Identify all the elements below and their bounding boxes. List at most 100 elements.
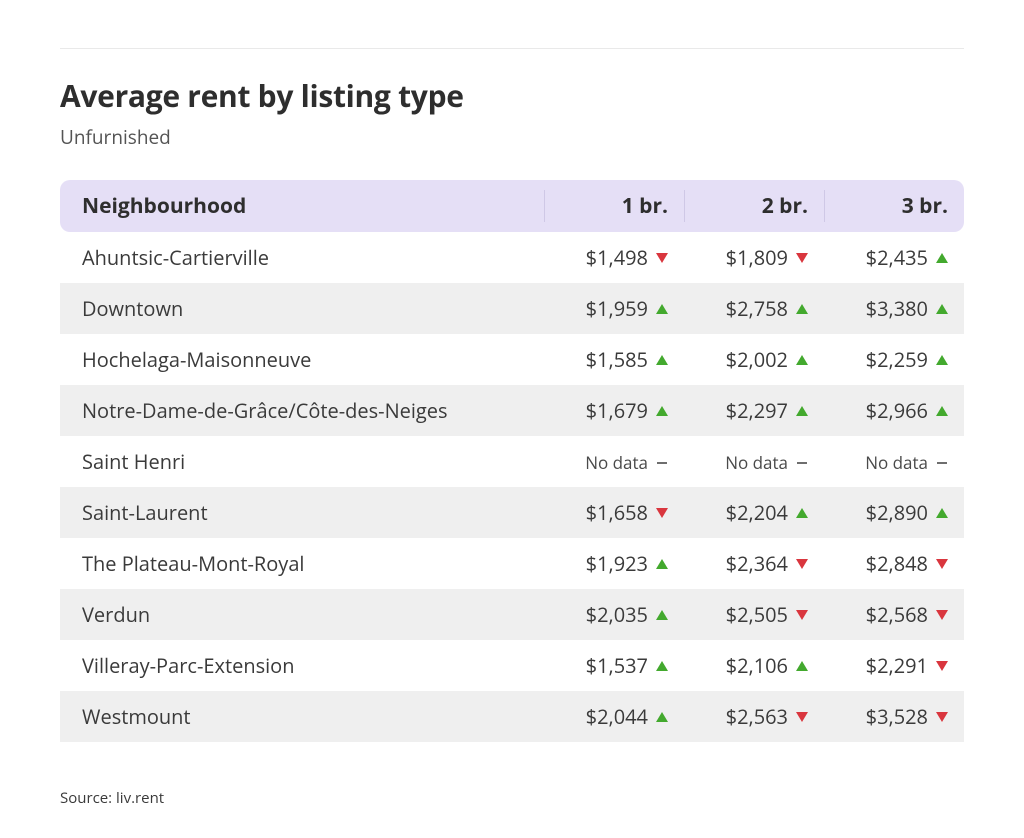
col-neighbourhood: Neighbourhood bbox=[60, 180, 544, 232]
table-row: The Plateau-Mont-Royal $1,923 $2,364 $2,848 bbox=[60, 538, 964, 589]
value-cell: $2,204 bbox=[684, 487, 824, 538]
trend-up-icon bbox=[656, 712, 668, 722]
table-row: Ahuntsic-Cartierville$1,498 $1,809 $2,435 bbox=[60, 232, 964, 283]
trend-up-icon bbox=[936, 355, 948, 365]
col-1br: 1 br. bbox=[544, 180, 684, 232]
rent-value: $1,658 bbox=[586, 499, 648, 526]
neighbourhood-cell: Ahuntsic-Cartierville bbox=[60, 232, 544, 283]
value-cell: $2,848 bbox=[824, 538, 964, 589]
table-header: Neighbourhood 1 br. 2 br. 3 br. bbox=[60, 180, 964, 232]
rent-table: Neighbourhood 1 br. 2 br. 3 br. Ahuntsic… bbox=[60, 180, 964, 742]
neighbourhood-cell: Villeray-Parc-Extension bbox=[60, 640, 544, 691]
trend-down-icon bbox=[796, 559, 808, 569]
neighbourhood-cell: Verdun bbox=[60, 589, 544, 640]
top-rule bbox=[60, 48, 964, 49]
trend-up-icon bbox=[796, 661, 808, 671]
value-cell: $1,658 bbox=[544, 487, 684, 538]
rent-value: $2,291 bbox=[866, 652, 928, 679]
source-label: Source: liv.rent bbox=[60, 788, 964, 808]
trend-up-icon bbox=[796, 508, 808, 518]
value-cell: $2,568 bbox=[824, 589, 964, 640]
table-row: Notre-Dame-de-Grâce/Côte-des-Neiges $1,67… bbox=[60, 385, 964, 436]
trend-down-icon bbox=[796, 253, 808, 263]
value-cell: $2,890 bbox=[824, 487, 964, 538]
value-cell: $2,291 bbox=[824, 640, 964, 691]
neighbourhood-cell: Saint Henri bbox=[60, 436, 544, 487]
table-row: Hochelaga-Maisonneuve$1,585$2,002$2,259 bbox=[60, 334, 964, 385]
rent-value: $2,568 bbox=[866, 601, 928, 628]
rent-value: $2,505 bbox=[726, 601, 788, 628]
value-cell: No data bbox=[544, 436, 684, 487]
trend-up-icon bbox=[656, 610, 668, 620]
rent-value: $2,035 bbox=[586, 601, 648, 628]
rent-value: $2,297 bbox=[726, 397, 788, 424]
trend-up-icon bbox=[656, 661, 668, 671]
rent-value: $1,959 bbox=[586, 295, 648, 322]
trend-up-icon bbox=[796, 355, 808, 365]
value-cell: $2,106 bbox=[684, 640, 824, 691]
neighbourhood-cell: Downtown bbox=[60, 283, 544, 334]
rent-value: $2,204 bbox=[726, 499, 788, 526]
value-cell: $1,923 bbox=[544, 538, 684, 589]
neighbourhood-cell: Saint-Laurent bbox=[60, 487, 544, 538]
value-cell: $2,035 bbox=[544, 589, 684, 640]
value-cell: $2,297 bbox=[684, 385, 824, 436]
rent-value: $2,966 bbox=[866, 397, 928, 424]
rent-value: $2,259 bbox=[866, 346, 928, 373]
rent-value: $2,563 bbox=[726, 703, 788, 730]
rent-value: $2,890 bbox=[866, 499, 928, 526]
trend-up-icon bbox=[936, 304, 948, 314]
trend-up-icon bbox=[796, 304, 808, 314]
trend-down-icon bbox=[936, 610, 948, 620]
neighbourhood-cell: The Plateau-Mont-Royal bbox=[60, 538, 544, 589]
value-cell: $1,809 bbox=[684, 232, 824, 283]
trend-down-icon bbox=[936, 559, 948, 569]
value-cell: $2,435 bbox=[824, 232, 964, 283]
table-row: Westmount $2,044 $2,563 $3,528 bbox=[60, 691, 964, 742]
value-cell: $2,364 bbox=[684, 538, 824, 589]
page-title: Average rent by listing type bbox=[60, 75, 964, 116]
value-cell: No data bbox=[684, 436, 824, 487]
trend-down-icon bbox=[656, 253, 668, 263]
trend-down-icon bbox=[936, 661, 948, 671]
rent-value: $3,380 bbox=[866, 295, 928, 322]
rent-value: $1,537 bbox=[586, 652, 648, 679]
rent-value: $2,435 bbox=[866, 244, 928, 271]
rent-value: $1,679 bbox=[586, 397, 648, 424]
value-cell: $3,528 bbox=[824, 691, 964, 742]
trend-up-icon bbox=[936, 406, 948, 416]
trend-up-icon bbox=[656, 304, 668, 314]
value-cell: $2,563 bbox=[684, 691, 824, 742]
table-row: Saint HenriNo dataNo dataNo data bbox=[60, 436, 964, 487]
rent-value: $2,044 bbox=[586, 703, 648, 730]
rent-value: $2,106 bbox=[726, 652, 788, 679]
page: Average rent by listing type Unfurnished… bbox=[0, 0, 1024, 838]
table-row: Verdun $2,035 $2,505 $2,568 bbox=[60, 589, 964, 640]
value-cell: $1,498 bbox=[544, 232, 684, 283]
neighbourhood-cell: Westmount bbox=[60, 691, 544, 742]
rent-value: $2,848 bbox=[866, 550, 928, 577]
value-cell: $2,966 bbox=[824, 385, 964, 436]
value-cell: $2,758 bbox=[684, 283, 824, 334]
rent-value: $3,528 bbox=[866, 703, 928, 730]
neighbourhood-cell: Notre-Dame-de-Grâce/Côte-des-Neiges bbox=[60, 385, 544, 436]
value-cell: No data bbox=[824, 436, 964, 487]
trend-down-icon bbox=[796, 610, 808, 620]
trend-up-icon bbox=[936, 253, 948, 263]
rent-value: $1,809 bbox=[726, 244, 788, 271]
trend-none-icon bbox=[796, 462, 808, 464]
trend-up-icon bbox=[656, 406, 668, 416]
table-row: Saint-Laurent $1,658 $2,204 $2,890 bbox=[60, 487, 964, 538]
trend-none-icon bbox=[936, 462, 948, 464]
neighbourhood-cell: Hochelaga-Maisonneuve bbox=[60, 334, 544, 385]
rent-value: $1,923 bbox=[586, 550, 648, 577]
trend-none-icon bbox=[656, 462, 668, 464]
table-row: Villeray-Parc-Extension $1,537 $2,106 $2,29… bbox=[60, 640, 964, 691]
col-2br: 2 br. bbox=[684, 180, 824, 232]
trend-down-icon bbox=[936, 712, 948, 722]
value-cell: $3,380 bbox=[824, 283, 964, 334]
value-cell: $2,044 bbox=[544, 691, 684, 742]
col-3br: 3 br. bbox=[824, 180, 964, 232]
value-cell: $2,002 bbox=[684, 334, 824, 385]
rent-value: $2,364 bbox=[726, 550, 788, 577]
